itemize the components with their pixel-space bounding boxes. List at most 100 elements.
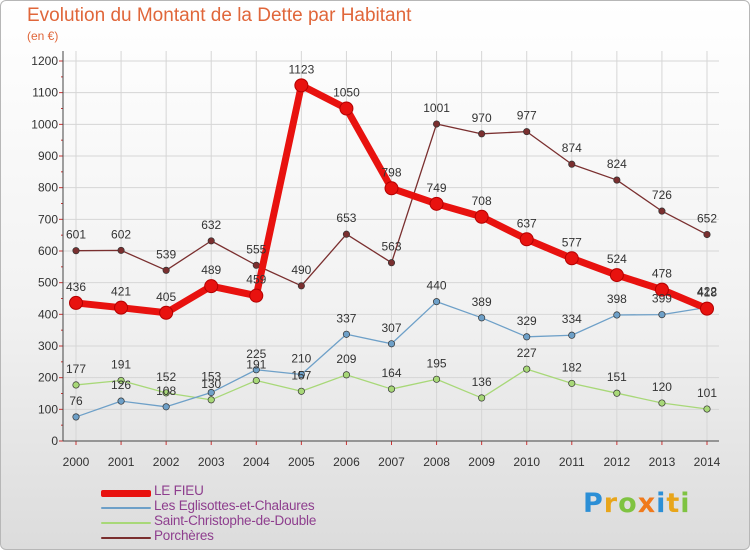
x-tick-label: 2000 <box>63 455 90 469</box>
logo-letter: i <box>656 488 667 519</box>
data-point <box>474 209 489 224</box>
y-tick-label: 1000 <box>31 117 58 131</box>
data-label: 182 <box>562 360 582 374</box>
data-label: 405 <box>156 290 176 304</box>
data-point <box>162 403 170 411</box>
data-label: 191 <box>246 358 266 372</box>
data-label: 653 <box>336 211 356 225</box>
data-point <box>564 251 579 266</box>
data-label: 602 <box>111 227 131 241</box>
x-tick-label: 2008 <box>423 455 450 469</box>
data-point <box>478 394 486 402</box>
x-tick-label: 2003 <box>198 455 225 469</box>
legend-swatch-eglisottes <box>101 507 151 509</box>
data-label: 399 <box>652 292 672 306</box>
data-label: 1001 <box>423 101 450 115</box>
data-point <box>387 340 396 348</box>
y-tick-label: 500 <box>38 276 58 290</box>
y-tick-label: 900 <box>38 149 58 163</box>
data-point <box>384 181 399 196</box>
x-tick-label: 2013 <box>649 455 676 469</box>
data-label: 108 <box>156 384 176 398</box>
data-point <box>433 120 441 128</box>
logo-letter: o <box>618 488 638 519</box>
data-point <box>339 101 354 116</box>
data-point <box>613 389 621 397</box>
y-axis-unit: (en €) <box>27 29 59 43</box>
data-label: 874 <box>562 141 582 155</box>
data-point <box>252 366 260 374</box>
data-point <box>387 385 396 393</box>
data-label: 798 <box>381 165 401 179</box>
data-point <box>703 230 711 239</box>
legend-swatch-saint-christophe <box>101 522 151 524</box>
logo-letter: P <box>583 488 604 519</box>
data-label: 227 <box>517 346 537 360</box>
data-label: 307 <box>381 321 401 335</box>
data-point <box>568 379 576 387</box>
data-label: 652 <box>697 212 717 226</box>
data-label: 76 <box>69 394 83 408</box>
data-label: 970 <box>472 111 492 125</box>
data-label: 436 <box>66 280 86 294</box>
data-point <box>613 176 621 184</box>
data-label: 490 <box>291 263 311 277</box>
data-point <box>429 196 444 211</box>
data-point <box>72 413 80 421</box>
y-tick-label: 300 <box>38 339 58 353</box>
data-point <box>478 314 486 322</box>
data-point <box>252 261 260 269</box>
data-point <box>297 370 305 379</box>
data-label: 101 <box>697 386 717 400</box>
data-label: 478 <box>652 267 672 281</box>
data-point <box>478 130 486 138</box>
data-label: 421 <box>111 285 131 299</box>
legend-swatch-le-fieu <box>101 490 151 497</box>
line-chart: 0 100 200 300 400 500 600 700 800 900 1000 1100 1200… <box>31 51 721 469</box>
x-tick-label: 2006 <box>333 455 360 469</box>
data-point <box>297 282 305 290</box>
logo-letter: i <box>680 488 691 519</box>
data-point <box>342 371 350 379</box>
data-label: 209 <box>336 352 356 366</box>
data-label: 539 <box>156 247 176 261</box>
data-label: 329 <box>517 314 537 328</box>
data-point <box>207 388 215 397</box>
x-tick-label: 2010 <box>513 455 540 469</box>
y-tick-label: 1100 <box>32 86 58 100</box>
data-point <box>519 232 534 247</box>
data-point <box>613 311 621 319</box>
data-point <box>117 397 125 405</box>
data-label: 398 <box>607 292 627 306</box>
data-label: 749 <box>427 181 447 195</box>
data-point <box>252 376 260 385</box>
y-tick-label: 1200 <box>31 54 58 68</box>
y-tick-label: 200 <box>38 371 58 385</box>
data-label: 524 <box>607 252 627 266</box>
data-label: 210 <box>291 352 311 366</box>
data-label: 726 <box>652 188 672 202</box>
data-point <box>523 128 531 136</box>
data-label: 632 <box>201 218 221 232</box>
data-point <box>700 301 714 316</box>
data-point <box>342 330 350 338</box>
data-point <box>658 399 666 407</box>
data-point <box>387 259 396 267</box>
x-tick-label: 2001 <box>108 455 135 469</box>
chart-title: Evolution du Montant de la Dette par Hab… <box>27 5 412 26</box>
proxiti-logo: Proxiti <box>583 488 691 519</box>
x-tick-label: 2011 <box>559 455 585 469</box>
data-point <box>703 405 711 413</box>
y-tick-label: 0 <box>51 434 58 448</box>
data-label: 422 <box>697 284 717 298</box>
data-point <box>568 331 576 339</box>
data-label: 555 <box>246 242 266 256</box>
data-point <box>609 268 624 283</box>
y-tick-label: 600 <box>38 244 58 258</box>
data-point <box>162 389 170 397</box>
data-point <box>207 237 215 245</box>
data-label: 637 <box>517 216 537 230</box>
data-point <box>249 288 264 303</box>
data-label: 337 <box>336 311 356 325</box>
data-point <box>159 305 174 320</box>
